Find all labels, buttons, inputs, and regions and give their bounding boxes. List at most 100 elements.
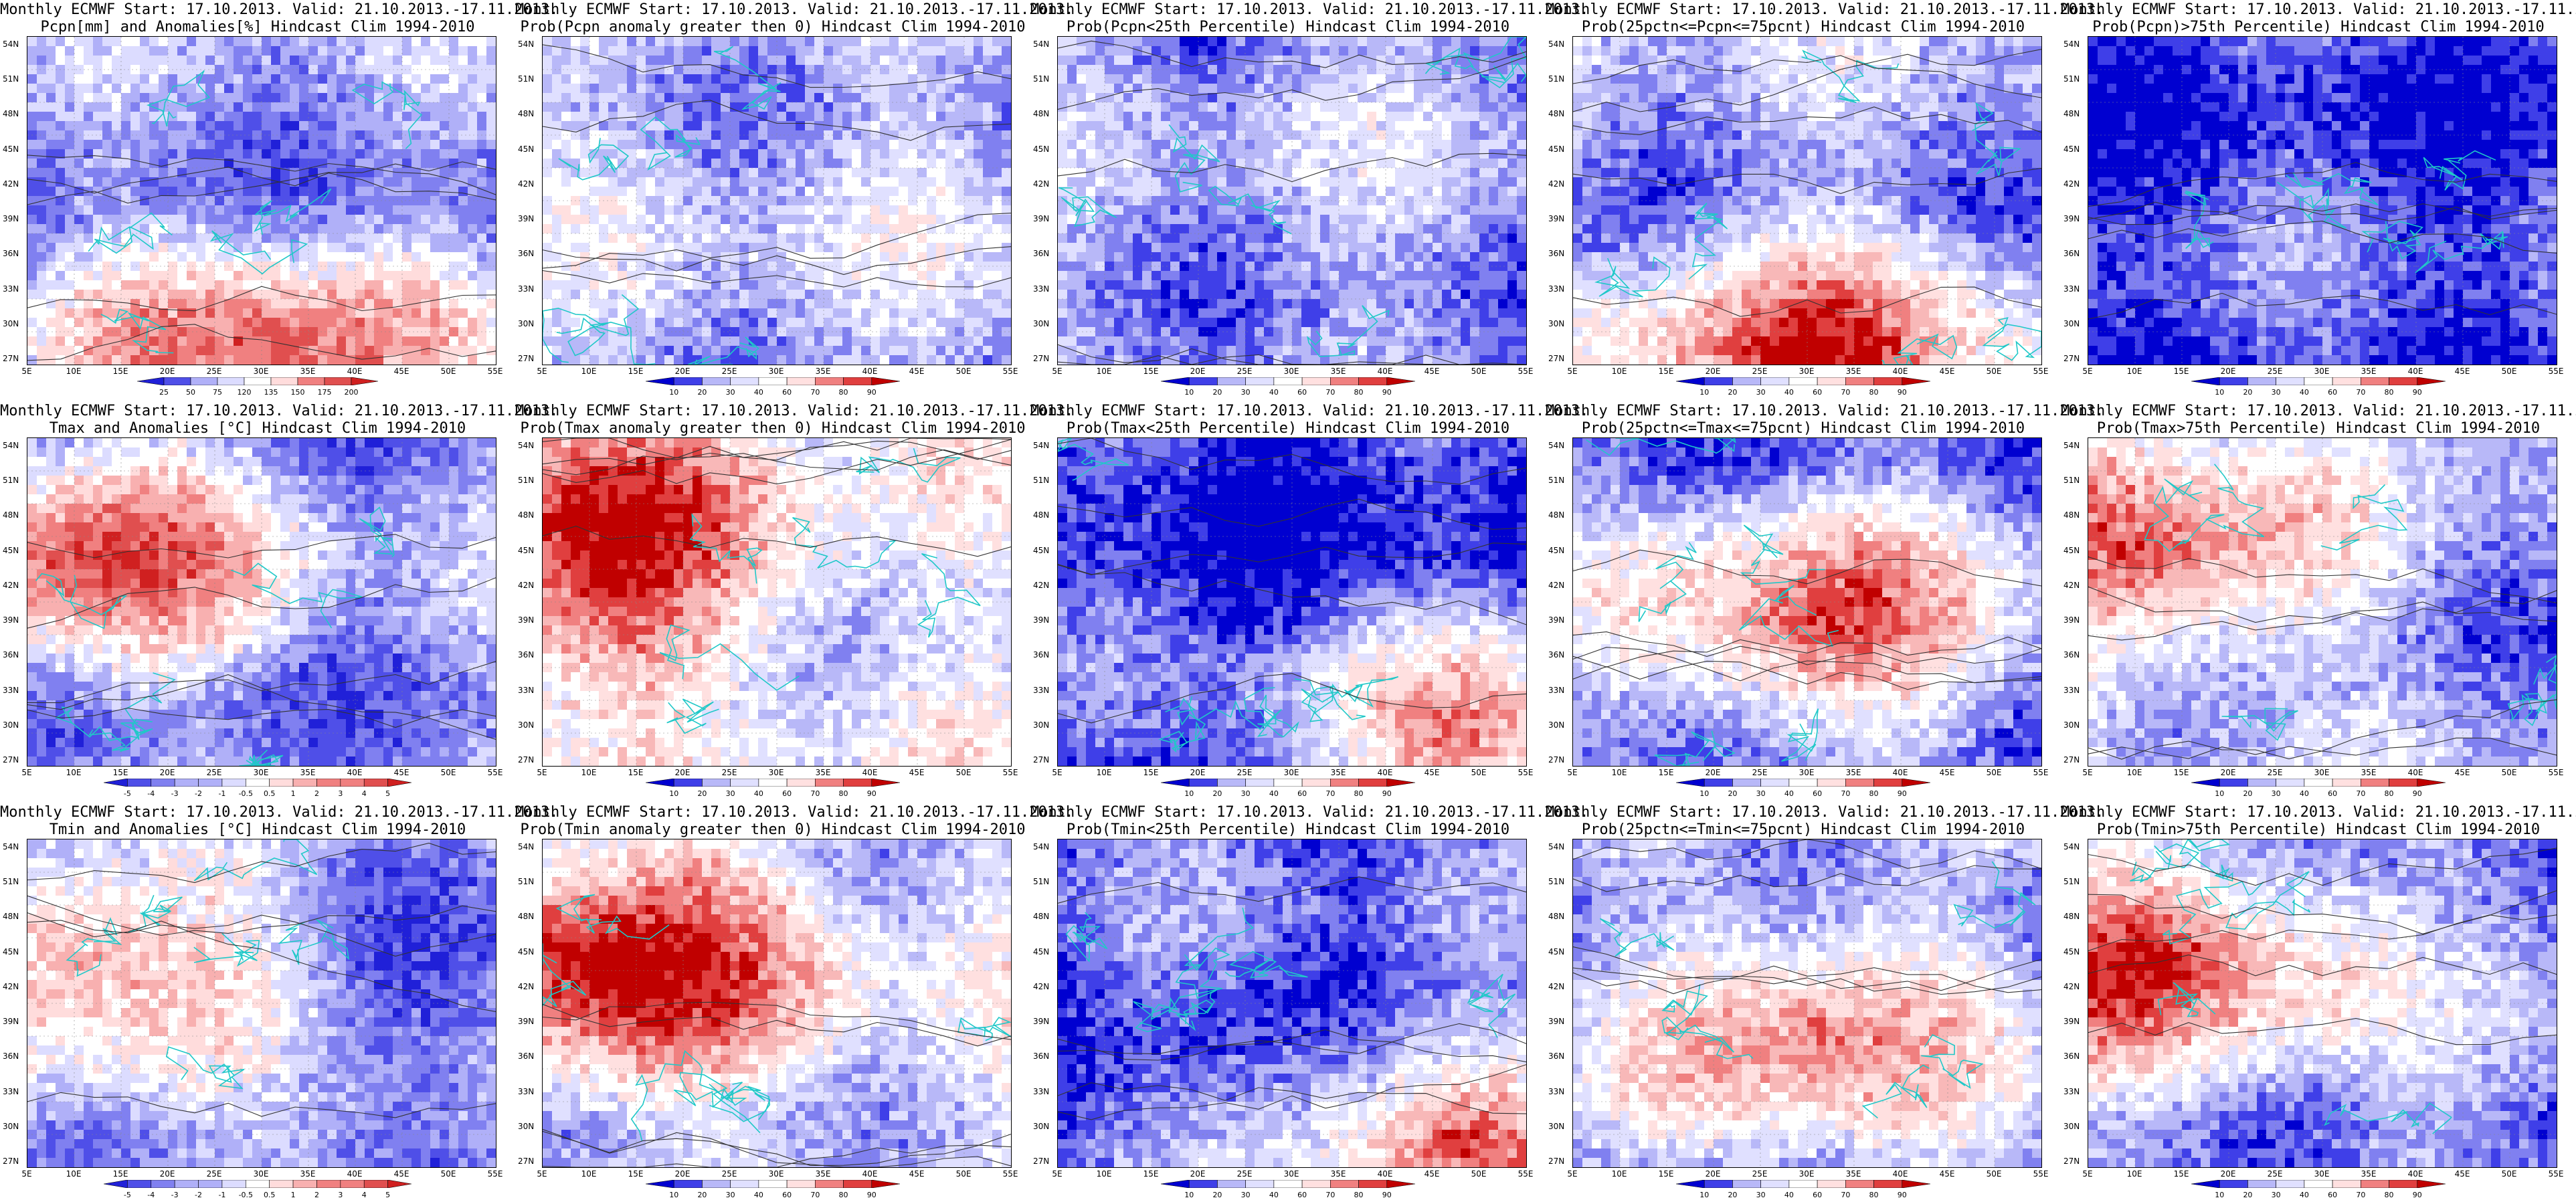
field-cell [1433,74,1442,84]
field-cell [702,243,711,252]
field-cell [112,159,121,168]
field-cell [1329,46,1339,56]
field-cell [1142,271,1152,280]
field-cell [721,346,730,355]
field-cell [1292,215,1301,224]
field-cell [805,308,814,318]
field-cell [449,93,458,102]
field-cell [580,56,589,65]
field-cell [842,299,852,308]
field-cell [1226,121,1236,130]
field-cell [337,46,346,56]
field-cell [262,336,271,346]
field-cell [121,355,130,365]
field-cell [618,299,627,308]
field-cell [65,336,74,346]
field-cell [777,56,786,65]
field-cell [177,299,187,308]
field-cell [870,280,880,290]
field-cell [561,336,571,346]
field-cell [561,318,571,327]
field-cell [468,46,477,56]
field-cell [393,37,402,46]
field-cell [1264,74,1273,84]
field-cell [1152,177,1161,187]
field-cell [1198,121,1208,130]
field-cell [140,243,149,252]
field-cell [964,56,974,65]
field-cell [927,149,936,159]
field-cell [187,280,196,290]
field-cell [1311,74,1320,84]
field-cell [112,290,121,299]
field-cell [974,252,983,262]
field-cell [870,168,880,177]
field-cell [936,112,945,121]
field-cell [758,318,767,327]
field-cell [149,159,159,168]
field-cell [318,215,327,224]
field-cell [627,74,636,84]
field-cell [477,271,486,280]
field-cell [608,299,618,308]
field-cell [486,336,496,346]
colorbar-label: 60 [782,388,792,397]
field-cell [1433,271,1442,280]
field-cell [1404,140,1414,149]
field-cell [327,280,337,290]
field-cell [159,56,168,65]
field-cell [955,93,964,102]
field-cell [636,327,646,336]
field-cell [758,168,767,177]
field-cell [84,290,93,299]
colorbar-bin [324,377,352,385]
field-cell [767,140,777,149]
field-cell [739,56,749,65]
field-cell [608,93,618,102]
field-cell [814,93,824,102]
field-cell [608,130,618,140]
field-cell [796,308,805,318]
field-cell [1264,102,1273,112]
latitude-tick-label: 27N [518,354,541,363]
field-cell [1433,187,1442,196]
field-cell [1507,215,1517,224]
field-cell [196,56,205,65]
field-cell [749,280,758,290]
field-cell [1517,130,1526,140]
field-cell [430,93,440,102]
field-cell [1264,84,1273,93]
field-cell [1067,243,1077,252]
field-cell [1301,121,1311,130]
field-cell [1067,271,1077,280]
field-cell [767,299,777,308]
field-cell [430,196,440,205]
field-cell [1339,177,1348,187]
field-cell [346,56,355,65]
field-cell [589,271,599,280]
field-cell [1198,56,1208,65]
field-cell [458,37,468,46]
field-cell [290,224,299,233]
field-cell [796,233,805,243]
colorbar-label: 40 [754,388,763,397]
field-cell [1058,243,1067,252]
field-cell [159,74,168,84]
field-cell [393,102,402,112]
field-cell [1311,187,1320,196]
field-cell [327,233,337,243]
field-cell [796,280,805,290]
field-cell [1180,37,1189,46]
field-cell [824,177,833,187]
field-cell [1367,215,1376,224]
field-cell [37,149,46,159]
field-cell [936,149,945,159]
field-cell [636,233,646,243]
field-cell [224,112,234,121]
field-cell [824,102,833,112]
field-cell [1236,159,1245,168]
field-cell [1123,233,1133,243]
field-cell [1255,74,1264,84]
field-cell [121,93,130,102]
field-cell [721,355,730,365]
